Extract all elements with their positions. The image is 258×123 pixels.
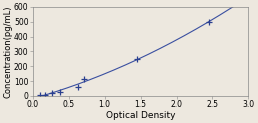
Point [58,91,62,92]
X-axis label: Optical Density: Optical Density [106,111,175,120]
Point [207,21,211,23]
Y-axis label: Concentration(pg/mL): Concentration(pg/mL) [3,5,12,98]
Point [38,94,42,96]
Point [82,78,86,80]
Point [43,94,47,96]
Point [76,86,80,88]
Point [50,92,54,94]
Point [135,58,139,60]
